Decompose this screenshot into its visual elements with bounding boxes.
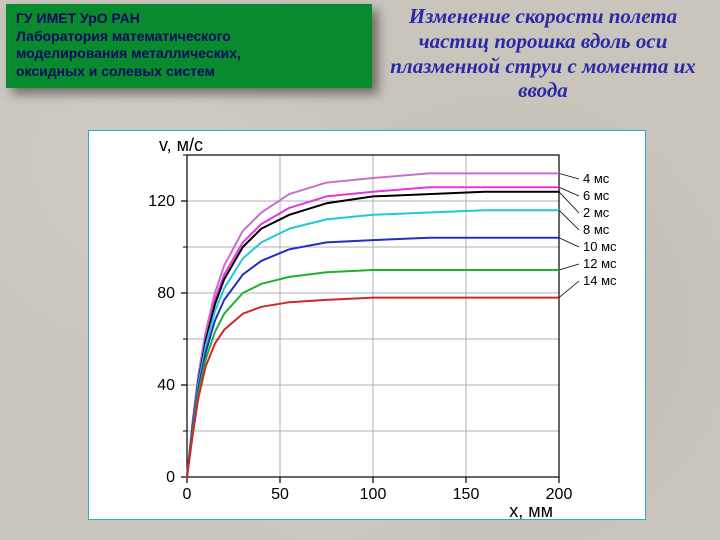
svg-text:14 мс: 14 мс	[583, 273, 617, 288]
svg-text:v, м/с: v, м/с	[159, 135, 203, 155]
svg-text:50: 50	[271, 486, 289, 503]
org-line-4: оксидных и солевых систем	[16, 63, 362, 81]
svg-text:6 мс: 6 мс	[583, 188, 610, 203]
svg-text:8 мс: 8 мс	[583, 222, 610, 237]
svg-text:x, мм: x, мм	[509, 501, 553, 519]
svg-text:120: 120	[148, 193, 175, 210]
svg-text:4 мс: 4 мс	[583, 171, 610, 186]
svg-text:150: 150	[453, 486, 480, 503]
svg-text:2 мс: 2 мс	[583, 205, 610, 220]
svg-text:80: 80	[157, 285, 175, 302]
svg-text:10 мс: 10 мс	[583, 239, 617, 254]
svg-text:0: 0	[166, 469, 175, 486]
svg-text:100: 100	[360, 486, 387, 503]
svg-text:12 мс: 12 мс	[583, 256, 617, 271]
org-line-2: Лаборатория математического	[16, 28, 362, 46]
org-line-3: моделирования металлических,	[16, 45, 362, 63]
slide-title: Изменение скорости полета частиц порошка…	[378, 4, 708, 103]
svg-text:0: 0	[183, 486, 192, 503]
org-line-1: ГУ ИМЕТ УрО РАН	[16, 10, 362, 28]
svg-text:40: 40	[157, 377, 175, 394]
chart-svg: 05010015020004080120x, ммv, м/с4 мс6 мс2…	[89, 131, 645, 519]
org-header-box: ГУ ИМЕТ УрО РАН Лаборатория математическ…	[6, 4, 372, 88]
velocity-chart: 05010015020004080120x, ммv, м/с4 мс6 мс2…	[88, 130, 646, 520]
